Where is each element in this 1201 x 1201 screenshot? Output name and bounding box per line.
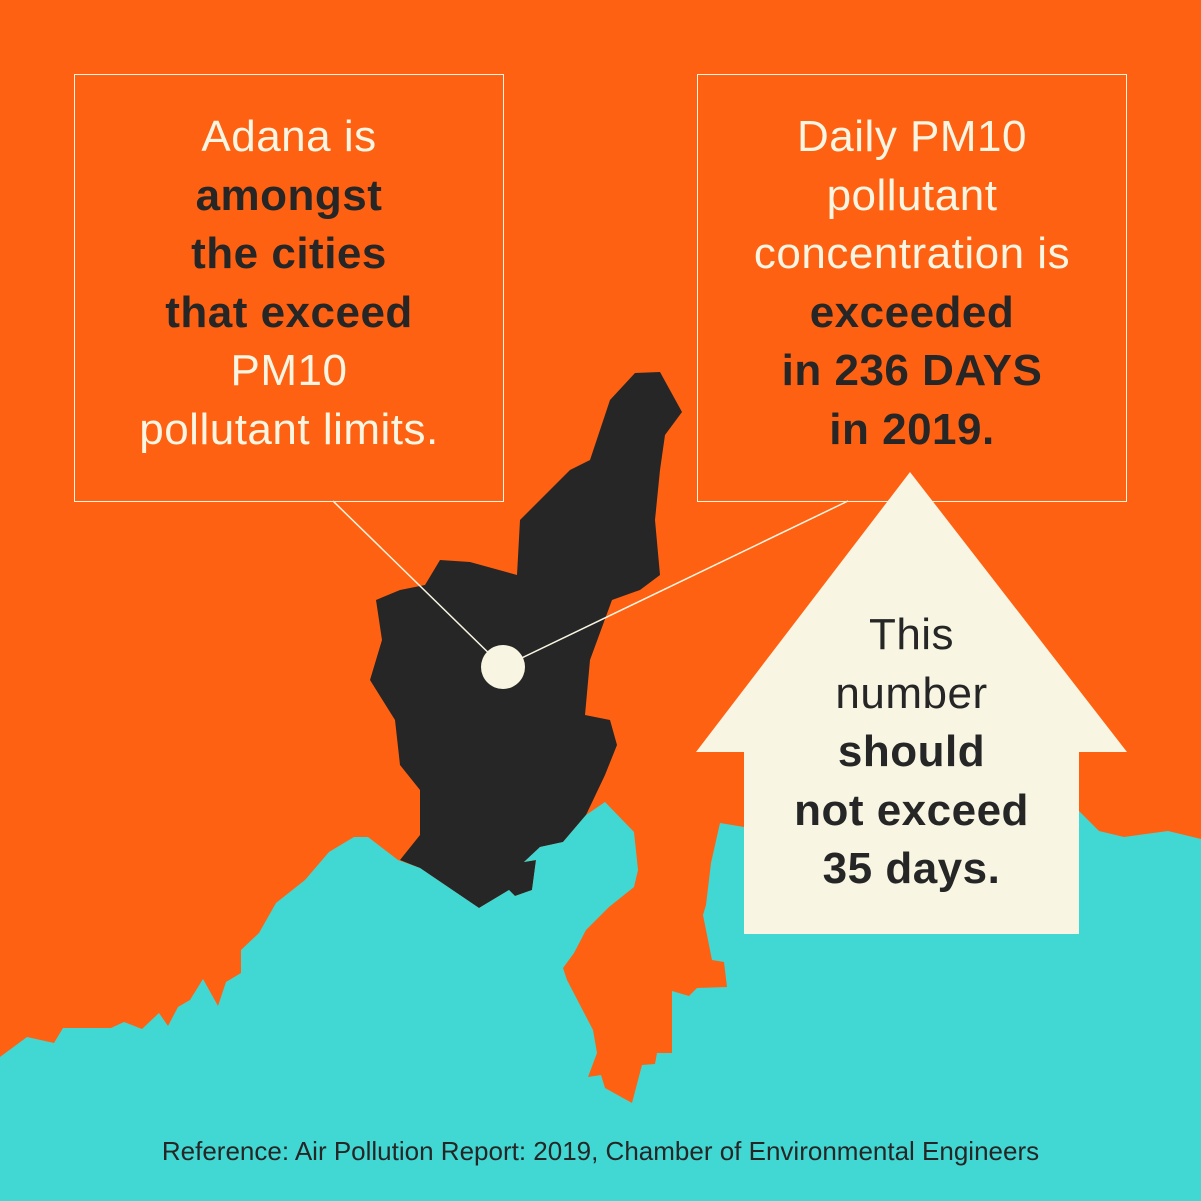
right-callout-text: Daily PM10 pollutant concentration is ex… [697,108,1127,459]
connector-line-left [332,500,504,668]
up-arrow-icon [696,472,1127,934]
text-line: should [837,727,986,776]
left-callout-text: Adana is amongst the cities that exceed … [74,108,504,459]
text-line: Adana is [201,112,377,161]
text-line: in 2019. [829,404,995,454]
right-callout-box [697,74,1127,502]
text-line: number [835,668,988,718]
arrow-text: This number should not exceed 35 days. [744,606,1079,899]
text-line: Daily PM10 [797,112,1027,161]
text-line: not exceed [794,785,1029,835]
text-line: in 236 DAYS [781,346,1043,395]
text-line: This [868,610,955,659]
text-line: concentration is [753,229,1071,278]
text-line: pollutant limits. [139,404,439,454]
text-line: exceeded [809,287,1015,337]
text-line: amongst [195,170,383,220]
left-callout-box [74,74,504,502]
text-line: that exceed [165,287,413,337]
text-line: 35 days. [822,844,1001,893]
connector-line-right [502,500,849,668]
adana-location-dot [481,645,525,689]
reference-text: Reference: Air Pollution Report: 2019, C… [161,1136,1040,1166]
text-line: pollutant [826,170,998,220]
text-line: the cities [191,229,387,278]
text-line: PM10 [230,346,348,395]
adana-province-shape [370,372,682,908]
